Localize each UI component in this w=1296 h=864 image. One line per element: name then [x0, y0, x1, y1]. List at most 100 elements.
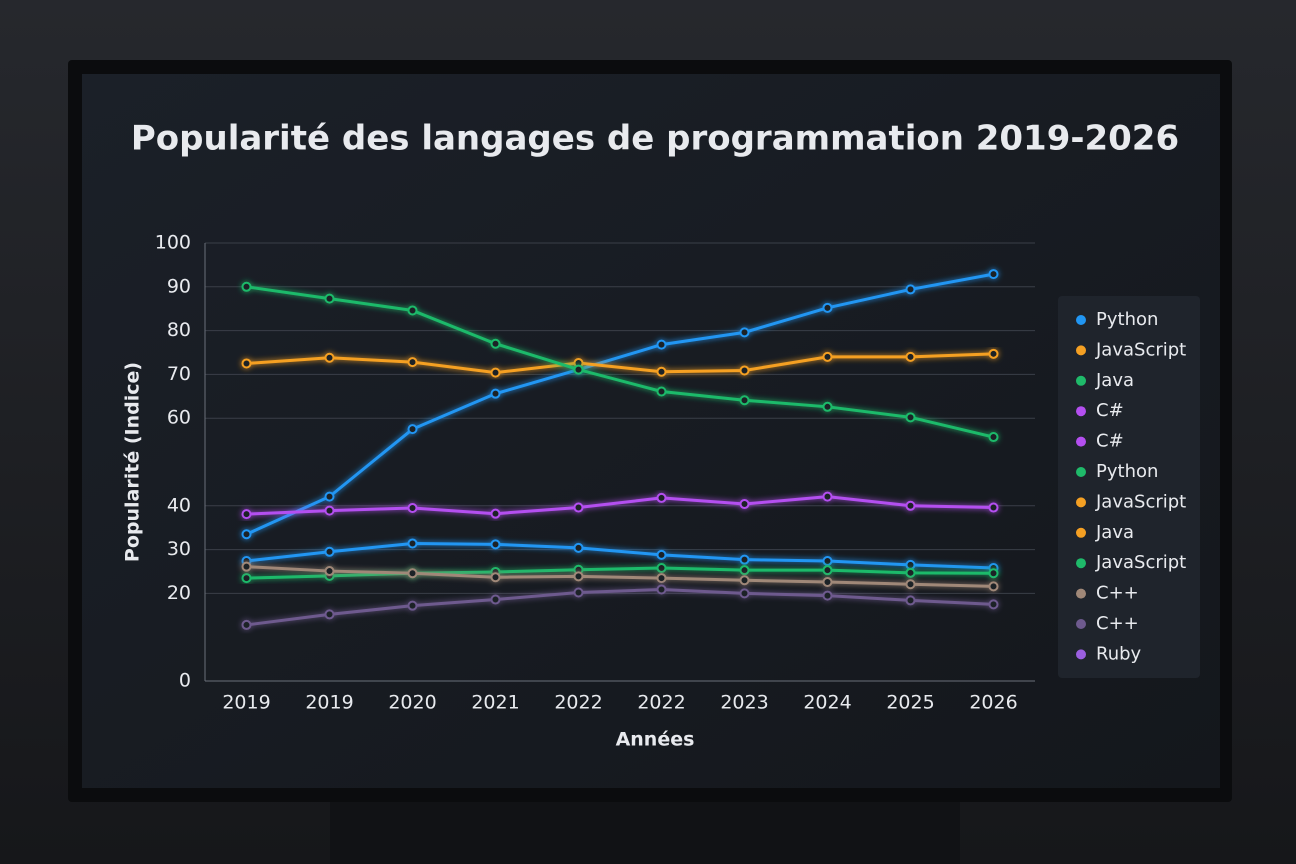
- legend-swatch: [1076, 619, 1086, 629]
- legend-label: Java: [1095, 370, 1134, 391]
- point: [656, 549, 667, 560]
- point: [407, 424, 418, 435]
- point: [739, 588, 750, 599]
- legend-swatch: [1076, 497, 1086, 508]
- legend-swatch: [1076, 558, 1086, 569]
- point: [905, 595, 916, 606]
- point: [822, 302, 833, 313]
- legend-swatch: [1076, 406, 1086, 417]
- point: [241, 358, 252, 369]
- point: [905, 567, 916, 578]
- point: [324, 293, 335, 304]
- line: [246, 566, 994, 580]
- y-tick-label: 20: [167, 582, 191, 604]
- legend-swatch: [1076, 436, 1086, 447]
- point: [988, 599, 999, 610]
- line: [246, 565, 994, 588]
- y-tick-label: 70: [167, 363, 191, 385]
- legend-box: [1058, 296, 1200, 678]
- x-tick-label: 2022: [554, 692, 602, 714]
- point: [905, 412, 916, 423]
- point: [490, 572, 501, 583]
- line: [246, 587, 994, 627]
- point: [656, 492, 667, 503]
- point: [407, 502, 418, 513]
- point: [739, 575, 750, 586]
- point: [822, 555, 833, 566]
- point: [739, 554, 750, 565]
- series: [241, 281, 999, 443]
- legend-swatch: [1076, 467, 1086, 477]
- point: [490, 594, 501, 605]
- point: [656, 366, 667, 377]
- y-tick-label: 40: [167, 494, 191, 516]
- point: [490, 388, 501, 399]
- y-tick-label: 100: [155, 232, 191, 254]
- legend-swatch: [1076, 315, 1086, 325]
- y-axis-label: Popularité (Indice): [122, 362, 144, 562]
- point: [988, 502, 999, 513]
- point: [905, 579, 916, 590]
- point: [407, 305, 418, 316]
- point: [490, 508, 501, 519]
- y-tick-label: 80: [167, 319, 191, 341]
- point: [407, 568, 418, 579]
- point: [822, 351, 833, 362]
- series: [241, 269, 999, 540]
- legend-label: Ruby: [1096, 643, 1142, 664]
- legend-label: Python: [1096, 461, 1158, 482]
- point: [822, 577, 833, 588]
- point: [988, 581, 999, 592]
- point: [905, 284, 916, 295]
- legend-label: JavaScript: [1095, 491, 1186, 512]
- point: [822, 401, 833, 412]
- line: [245, 272, 994, 536]
- point: [241, 619, 252, 630]
- point: [822, 565, 833, 576]
- x-tick-label: 2019: [222, 692, 270, 714]
- legend-label: Java: [1095, 522, 1134, 543]
- point: [988, 432, 999, 443]
- point: [573, 364, 584, 375]
- point: [905, 351, 916, 362]
- point: [241, 529, 252, 540]
- series: [241, 584, 999, 630]
- point: [573, 542, 584, 553]
- line: [246, 352, 994, 375]
- point: [739, 327, 750, 338]
- x-tick-label: 2022: [637, 692, 685, 714]
- legend-label: C++: [1096, 613, 1139, 634]
- point: [656, 339, 667, 350]
- point: [407, 357, 418, 368]
- series: [241, 348, 999, 378]
- series: [241, 561, 999, 592]
- point: [988, 348, 999, 359]
- line: [246, 541, 994, 570]
- legend-swatch: [1076, 345, 1086, 356]
- monitor-stand: [330, 798, 960, 864]
- x-tick-label: 2020: [388, 692, 436, 714]
- x-axis-label: Années: [616, 729, 695, 751]
- point: [407, 600, 418, 611]
- screen: [82, 74, 1220, 788]
- x-tick-label: 2019: [305, 692, 353, 714]
- chart-title: Popularité des langages de programmation…: [131, 119, 1179, 159]
- point: [490, 367, 501, 378]
- point: [656, 573, 667, 584]
- legend-label: C#: [1096, 400, 1124, 421]
- y-tick-label: 30: [167, 538, 191, 560]
- point: [241, 509, 252, 520]
- y-tick-label: 90: [167, 275, 191, 297]
- x-tick-label: 2024: [803, 692, 851, 714]
- point: [656, 562, 667, 573]
- point: [739, 565, 750, 576]
- point: [573, 502, 584, 513]
- x-tick-label: 2025: [886, 692, 934, 714]
- x-tick-label: 2023: [720, 692, 768, 714]
- point: [324, 505, 335, 516]
- y-tick-label: 60: [167, 407, 191, 429]
- point: [822, 590, 833, 601]
- x-tick-label: 2021: [471, 692, 519, 714]
